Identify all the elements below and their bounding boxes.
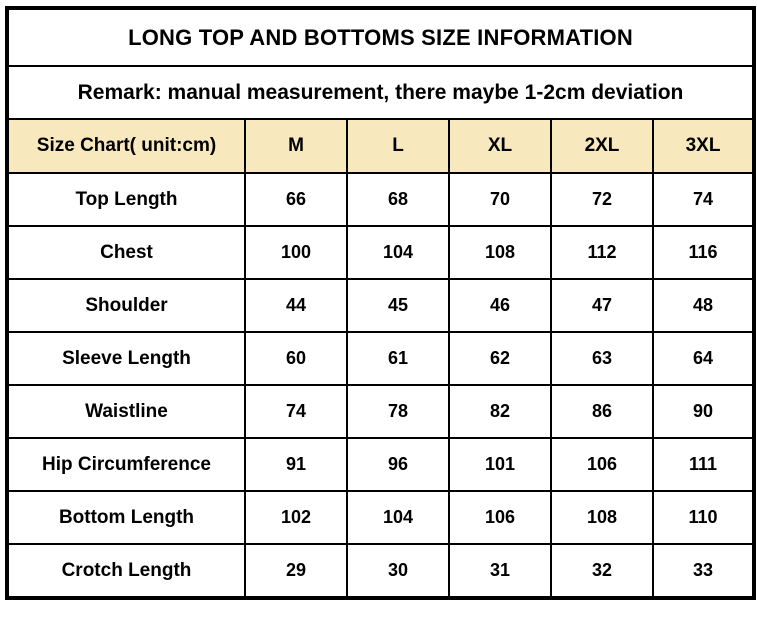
size-value-cell: 91 xyxy=(244,437,348,492)
row-label: Chest xyxy=(6,225,246,280)
size-value-cell: 104 xyxy=(346,225,450,280)
row-label: Top Length xyxy=(6,172,246,227)
size-value-cell: 29 xyxy=(244,543,348,599)
size-value-cell: 68 xyxy=(346,172,450,227)
table-row-sleeve-length: Sleeve Length 60 61 62 63 64 xyxy=(6,331,756,386)
remark-text: Remark: manual measurement, there maybe … xyxy=(5,65,756,120)
size-value-cell: 70 xyxy=(448,172,552,227)
column-header-size-xl: XL xyxy=(448,118,552,174)
size-value-cell: 90 xyxy=(651,384,756,439)
table-header-row: Size Chart( unit:cm) M L XL 2XL 3XL xyxy=(6,118,756,174)
size-value-cell: 100 xyxy=(244,225,348,280)
column-header-size-m: M xyxy=(244,118,348,174)
size-value-cell: 48 xyxy=(651,278,756,333)
table-row-crotch-length: Crotch Length 29 30 31 32 33 xyxy=(6,543,756,599)
size-value-cell: 96 xyxy=(346,437,450,492)
row-label: Hip Circumference xyxy=(6,437,246,492)
column-header-size-3xl: 3XL xyxy=(651,118,756,174)
size-value-cell: 108 xyxy=(448,225,552,280)
size-value-cell: 86 xyxy=(550,384,654,439)
size-value-cell: 31 xyxy=(448,543,552,599)
size-value-cell: 45 xyxy=(346,278,450,333)
remark-row: Remark: manual measurement, there maybe … xyxy=(5,65,756,120)
size-value-cell: 32 xyxy=(550,543,654,599)
table-row-shoulder: Shoulder 44 45 46 47 48 xyxy=(6,278,756,333)
row-label: Shoulder xyxy=(6,278,246,333)
size-value-cell: 106 xyxy=(448,490,552,545)
table-row-hip-circumference: Hip Circumference 91 96 101 106 111 xyxy=(6,437,756,492)
size-value-cell: 47 xyxy=(550,278,654,333)
size-value-cell: 101 xyxy=(448,437,552,492)
title-row: LONG TOP AND BOTTOMS SIZE INFORMATION xyxy=(5,7,756,67)
row-label: Crotch Length xyxy=(6,543,246,599)
row-label: Waistline xyxy=(6,384,246,439)
size-value-cell: 74 xyxy=(244,384,348,439)
table-row-waistline: Waistline 74 78 82 86 90 xyxy=(6,384,756,439)
size-value-cell: 112 xyxy=(550,225,654,280)
size-value-cell: 78 xyxy=(346,384,450,439)
size-value-cell: 64 xyxy=(651,331,756,386)
column-header-size-chart: Size Chart( unit:cm) xyxy=(6,118,246,174)
size-value-cell: 111 xyxy=(651,437,756,492)
table-row-top-length: Top Length 66 68 70 72 74 xyxy=(6,172,756,227)
size-value-cell: 44 xyxy=(244,278,348,333)
size-value-cell: 116 xyxy=(651,225,756,280)
size-value-cell: 72 xyxy=(550,172,654,227)
table-row-chest: Chest 100 104 108 112 116 xyxy=(6,225,756,280)
size-value-cell: 104 xyxy=(346,490,450,545)
size-value-cell: 102 xyxy=(244,490,348,545)
size-value-cell: 110 xyxy=(651,490,756,545)
size-value-cell: 33 xyxy=(651,543,756,599)
size-value-cell: 60 xyxy=(244,331,348,386)
size-value-cell: 30 xyxy=(346,543,450,599)
column-header-size-2xl: 2XL xyxy=(550,118,654,174)
size-value-cell: 66 xyxy=(244,172,348,227)
row-label: Bottom Length xyxy=(6,490,246,545)
size-value-cell: 62 xyxy=(448,331,552,386)
size-value-cell: 108 xyxy=(550,490,654,545)
size-information-table: LONG TOP AND BOTTOMS SIZE INFORMATION Re… xyxy=(5,6,757,600)
row-label: Sleeve Length xyxy=(6,331,246,386)
size-value-cell: 106 xyxy=(550,437,654,492)
table-row-bottom-length: Bottom Length 102 104 106 108 110 xyxy=(6,490,756,545)
size-value-cell: 74 xyxy=(651,172,756,227)
page-title: LONG TOP AND BOTTOMS SIZE INFORMATION xyxy=(5,7,756,67)
column-header-size-l: L xyxy=(346,118,450,174)
size-value-cell: 82 xyxy=(448,384,552,439)
size-value-cell: 61 xyxy=(346,331,450,386)
size-value-cell: 63 xyxy=(550,331,654,386)
size-value-cell: 46 xyxy=(448,278,552,333)
